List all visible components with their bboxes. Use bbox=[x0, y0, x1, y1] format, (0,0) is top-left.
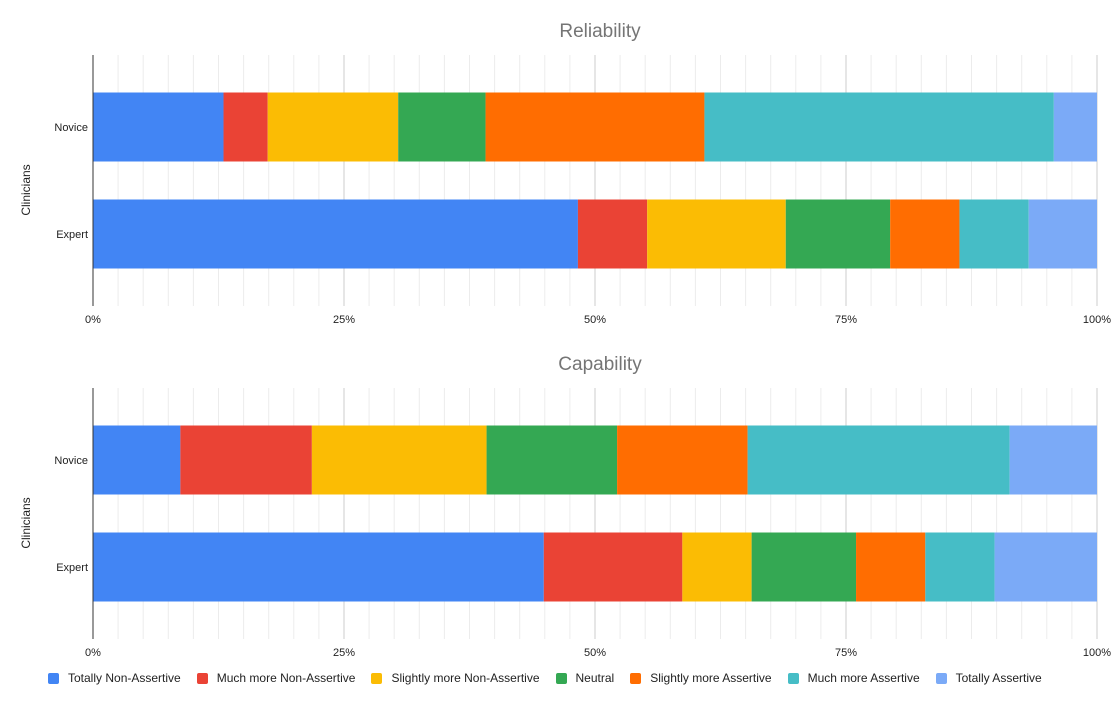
x-tick-label: 25% bbox=[333, 647, 355, 659]
y-axis-title: Clinicians bbox=[19, 164, 33, 215]
legend-swatch bbox=[48, 672, 59, 684]
legend-label: Neutral bbox=[575, 671, 615, 685]
x-tick-label: 75% bbox=[835, 314, 857, 326]
bar-segment bbox=[747, 425, 1010, 495]
legend-swatch bbox=[196, 672, 208, 684]
bar-segment bbox=[1009, 425, 1097, 495]
legend-label: Much more Assertive bbox=[807, 671, 920, 685]
x-tick-label: 0% bbox=[85, 647, 101, 659]
bar-segment bbox=[311, 425, 487, 495]
bar-segment bbox=[398, 92, 486, 162]
bar-segment bbox=[93, 199, 578, 269]
legend-swatch bbox=[555, 672, 567, 684]
bar-segment bbox=[617, 425, 748, 495]
bar-segment bbox=[890, 199, 960, 269]
x-tick-label: 100% bbox=[1083, 647, 1111, 659]
legend-label: Totally Non-Assertive bbox=[68, 671, 181, 685]
x-tick-label: 0% bbox=[85, 314, 101, 326]
legend-swatch bbox=[787, 672, 799, 684]
bar-segment bbox=[93, 532, 544, 602]
bar-segment bbox=[485, 92, 705, 162]
bar-segment bbox=[994, 532, 1097, 602]
legend-item: Much more Assertive bbox=[787, 671, 920, 685]
chart-title: Reliability bbox=[559, 21, 641, 42]
legend-swatch bbox=[630, 672, 642, 684]
x-tick-label: 75% bbox=[835, 647, 857, 659]
legend-swatch bbox=[935, 672, 947, 684]
bar-segment bbox=[223, 92, 268, 162]
category-label: Novice bbox=[54, 455, 88, 467]
y-axis-title: Clinicians bbox=[19, 497, 33, 548]
legend-label: Much more Non-Assertive bbox=[216, 671, 356, 685]
bar-segment bbox=[1028, 199, 1097, 269]
bar-segment bbox=[751, 532, 857, 602]
category-label: Novice bbox=[54, 122, 88, 134]
legend-item: Neutral bbox=[555, 671, 615, 685]
bar-segment bbox=[647, 199, 786, 269]
chart-title: Capability bbox=[558, 354, 642, 375]
legend-label: Slightly more Assertive bbox=[650, 671, 772, 685]
x-tick-label: 100% bbox=[1083, 314, 1111, 326]
x-tick-label: 50% bbox=[584, 647, 606, 659]
legend-item: Slightly more Non-Assertive bbox=[371, 671, 540, 685]
x-tick-label: 25% bbox=[333, 314, 355, 326]
bar-segment bbox=[180, 425, 312, 495]
bar-segment bbox=[925, 532, 995, 602]
category-label: Expert bbox=[56, 229, 88, 241]
bar-segment bbox=[704, 92, 1054, 162]
bar-segment bbox=[267, 92, 399, 162]
bar-segment bbox=[1053, 92, 1097, 162]
bar-segment bbox=[486, 425, 618, 495]
bar-segment bbox=[543, 532, 683, 602]
legend-label: Totally Assertive bbox=[955, 671, 1042, 685]
legend-item: Totally Assertive bbox=[935, 671, 1042, 685]
bar-segment bbox=[93, 425, 181, 495]
bar-segment bbox=[93, 92, 224, 162]
legend-label: Slightly more Non-Assertive bbox=[391, 671, 540, 685]
legend-item: Much more Non-Assertive bbox=[196, 671, 356, 685]
x-tick-label: 50% bbox=[584, 314, 606, 326]
bar-segment bbox=[856, 532, 926, 602]
legend: Totally Non-Assertive Much more Non-Asser… bbox=[48, 670, 1058, 686]
bar-segment bbox=[682, 532, 752, 602]
legend-item: Slightly more Assertive bbox=[630, 671, 772, 685]
category-label: Expert bbox=[56, 562, 88, 574]
legend-item: Totally Non-Assertive bbox=[48, 671, 181, 685]
bar-segment bbox=[785, 199, 891, 269]
bar-segment bbox=[577, 199, 648, 269]
bar-segment bbox=[959, 199, 1029, 269]
legend-swatch bbox=[371, 672, 383, 684]
